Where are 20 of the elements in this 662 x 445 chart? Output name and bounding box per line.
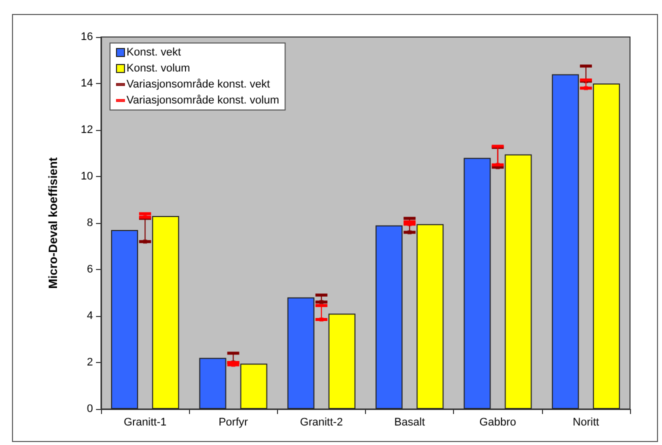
legend-label: Variasjonsområde konst. vekt: [126, 78, 270, 90]
x-tick-label: Porfyr: [218, 416, 248, 428]
x-tick-label: Noritt: [572, 416, 600, 428]
x-tick-label: Basalt: [394, 416, 425, 428]
x-tick-label: Granitt-1: [124, 416, 166, 428]
y-tick-label: 2: [86, 356, 93, 368]
legend-label: Konst. volum: [126, 62, 190, 74]
y-tick-label: 6: [86, 264, 93, 276]
y-axis-title: Micro-Deval koeffisient: [46, 157, 60, 289]
x-tick-label: Gabbro: [479, 416, 516, 428]
y-tick-label: 12: [80, 124, 93, 136]
legend-label: Variasjonsområde konst. volum: [126, 94, 280, 106]
x-tick-label: Granitt-2: [300, 416, 343, 428]
y-tick-label: 0: [86, 403, 93, 415]
y-tick-label: 4: [86, 310, 93, 322]
y-tick-label: 10: [80, 170, 93, 182]
y-tick-label: 16: [80, 31, 93, 43]
y-tick-label: 8: [86, 217, 93, 229]
legend-label: Konst. vekt: [126, 46, 181, 58]
y-tick-label: 14: [80, 78, 93, 90]
